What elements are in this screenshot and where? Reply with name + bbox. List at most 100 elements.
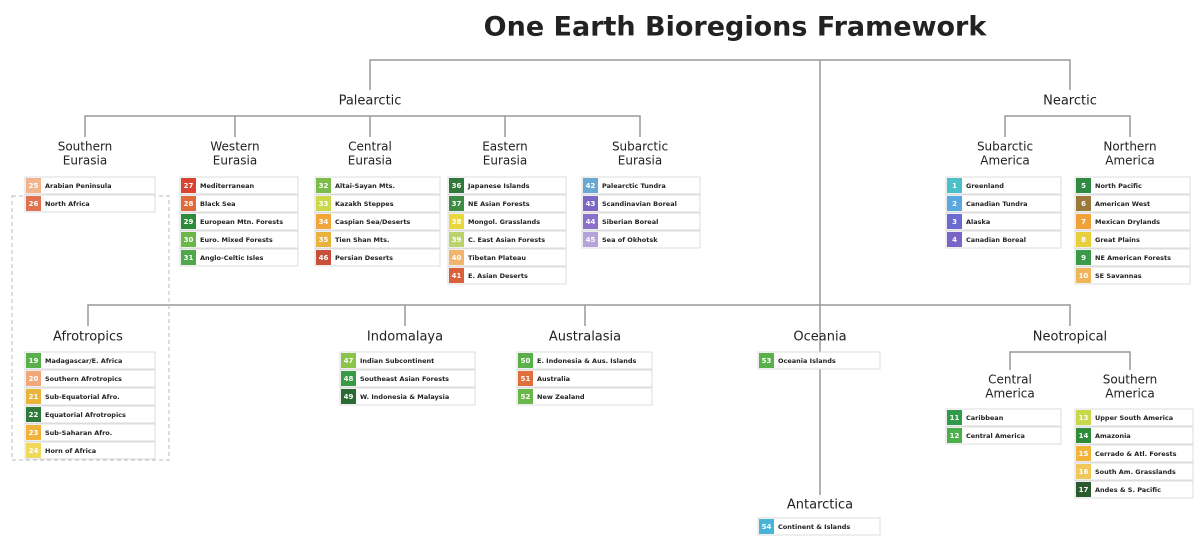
item-name: Scandinavian Boreal: [602, 200, 677, 208]
item-swatch: [583, 232, 598, 247]
realm-label: Antarctica: [787, 498, 853, 513]
item-row: [179, 176, 299, 195]
item-name: Caribbean: [966, 414, 1004, 422]
item-name: E. Asian Deserts: [468, 272, 528, 280]
item-name: Euro. Mixed Forests: [200, 236, 273, 244]
item-code: 35: [319, 236, 329, 244]
item-swatch: [1076, 196, 1091, 211]
item-code: 40: [452, 254, 462, 262]
item-swatch: [26, 443, 41, 458]
item-swatch: [1076, 214, 1091, 229]
item-code: 46: [319, 254, 329, 262]
subrealm-label: America: [985, 387, 1035, 401]
item-row: [447, 212, 567, 231]
item-name: Palearctic Tundra: [602, 182, 666, 190]
item-row: [581, 194, 701, 213]
subrealm-label: America: [1105, 387, 1155, 401]
item-row: [314, 248, 441, 267]
item-row: [757, 517, 881, 536]
item-row: [1074, 176, 1191, 195]
item-row: [945, 212, 1062, 231]
item-code: 52: [521, 393, 531, 401]
item-name: Horn of Africa: [45, 447, 96, 455]
item-name: Great Plains: [1095, 236, 1140, 244]
item-code: 3: [952, 218, 957, 226]
item-row: [339, 351, 476, 370]
item-row: [1074, 444, 1194, 463]
item-swatch: [449, 268, 464, 283]
item-row: [24, 369, 156, 388]
connector: [87, 304, 1071, 326]
item-code: 26: [29, 200, 39, 208]
item-code: 15: [1079, 450, 1089, 458]
item-row: [447, 230, 567, 249]
item-code: 21: [29, 393, 39, 401]
item-row: [179, 230, 299, 249]
item-swatch: [449, 232, 464, 247]
subrealm-label: Eurasia: [63, 154, 107, 168]
item-code: 38: [452, 218, 462, 226]
item-swatch: [341, 389, 356, 404]
item-name: Oceania Islands: [778, 357, 836, 365]
item-name: Canadian Boreal: [966, 236, 1026, 244]
item-code: 11: [950, 414, 960, 422]
item-code: 4: [952, 236, 957, 244]
item-name: Alaska: [966, 218, 990, 226]
item-name: Mediterranean: [200, 182, 254, 190]
item-row: [447, 176, 567, 195]
item-name: W. Indonesia & Malaysia: [360, 393, 449, 401]
item-swatch: [1076, 464, 1091, 479]
item-swatch: [947, 214, 962, 229]
item-swatch: [947, 196, 962, 211]
item-swatch: [181, 196, 196, 211]
item-swatch: [518, 371, 533, 386]
item-code: 41: [452, 272, 462, 280]
item-name: Mongol. Grasslands: [468, 218, 540, 226]
item-swatch: [341, 353, 356, 368]
connector: [84, 115, 641, 137]
item-code: 39: [452, 236, 462, 244]
item-swatch: [947, 410, 962, 425]
item-swatch: [449, 250, 464, 265]
item-code: 9: [1081, 254, 1086, 262]
item-code: 27: [184, 182, 194, 190]
item-name: Caspian Sea/Deserts: [335, 218, 410, 226]
connector: [369, 59, 1071, 90]
item-swatch: [181, 178, 196, 193]
item-swatch: [1076, 446, 1091, 461]
item-code: 33: [319, 200, 329, 208]
item-row: [1074, 408, 1194, 427]
item-name: Madagascar/E. Africa: [45, 357, 122, 365]
item-swatch: [449, 196, 464, 211]
item-name: Indian Subcontinent: [360, 357, 434, 365]
item-code: 44: [586, 218, 596, 226]
item-name: C. East Asian Forests: [468, 236, 545, 244]
item-swatch: [518, 353, 533, 368]
connector: [1009, 351, 1131, 370]
item-code: 54: [762, 523, 772, 531]
item-code: 49: [344, 393, 354, 401]
item-name: North Pacific: [1095, 182, 1142, 190]
item-name: Sea of Okhotsk: [602, 236, 658, 244]
item-code: 16: [1079, 468, 1089, 476]
item-swatch: [583, 196, 598, 211]
item-row: [24, 423, 156, 442]
item-row: [447, 194, 567, 213]
connectors: [11, 59, 1131, 495]
item-swatch: [26, 425, 41, 440]
item-name: Continent & Islands: [778, 523, 850, 531]
item-swatch: [181, 250, 196, 265]
item-swatch: [947, 428, 962, 443]
item-code: 53: [762, 357, 772, 365]
item-row: [447, 248, 567, 267]
item-swatch: [316, 232, 331, 247]
item-name: North Africa: [45, 200, 90, 208]
item-row: [24, 194, 156, 213]
item-code: 19: [29, 357, 39, 365]
item-swatch: [947, 232, 962, 247]
item-row: [314, 230, 441, 249]
item-code: 37: [452, 200, 462, 208]
subrealm-label: Central: [988, 373, 1032, 387]
item-row: [945, 426, 1062, 445]
